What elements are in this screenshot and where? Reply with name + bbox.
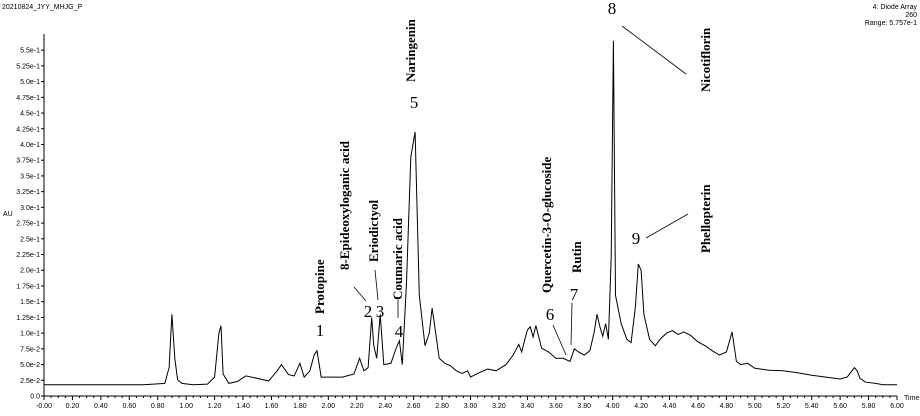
peak-annotations: 1 Protopine 2 8-Epideoxyloganic acid 3 E… xyxy=(312,0,713,356)
y-tick-label: 1.5e-1 xyxy=(20,299,40,306)
peak-label-phellopterin: Phellopterin xyxy=(698,184,713,253)
y-tick-label: 3.25e-1 xyxy=(16,189,40,196)
y-tick-label: 3.0e-1 xyxy=(20,205,40,212)
peak-number-4: 4 xyxy=(395,322,404,341)
x-tick-label: -0.00 xyxy=(36,403,52,410)
y-tick-label: 1.0e-1 xyxy=(20,331,40,338)
x-ticks: -0.00 0.20 0.40 0.60 0.80 1.00 1.20 1.40 1.60 1.8… xyxy=(36,396,904,410)
y-tick-label: 2.5e-2 xyxy=(20,378,40,385)
chromatogram-trace xyxy=(44,40,897,386)
peak-leader-8 xyxy=(621,25,687,75)
y-tick-label: 5.25e-1 xyxy=(16,63,40,70)
y-tick-label: 4.25e-1 xyxy=(16,126,40,133)
x-tick-label: 2.40 xyxy=(378,403,392,410)
peak-number-3: 3 xyxy=(376,302,385,321)
x-axis-label: Time xyxy=(904,395,919,402)
peak-label-naringenin: Naringenin xyxy=(403,18,418,82)
y-tick-label: 0.0 xyxy=(30,394,40,401)
peak-label-quercetin-3-o-glucoside: Quercetin-3-O-glucoside xyxy=(539,157,554,293)
y-tick-label: 2.25e-1 xyxy=(16,252,40,259)
y-tick-label: 3.75e-1 xyxy=(16,158,40,165)
peak-label-rutin: Rutin xyxy=(569,240,584,273)
x-tick-label: 4.80 xyxy=(720,403,734,410)
x-tick-label: 5.20 xyxy=(776,403,790,410)
x-tick-label: 1.20 xyxy=(208,403,222,410)
peak-number-2: 2 xyxy=(364,302,373,321)
y-tick-label: 5.5e-1 xyxy=(20,48,40,55)
sample-id: 20210824_JYY_MHJG_P xyxy=(2,4,82,11)
y-ticks: 0.0 2.5e-2 5.0e-2 7.5e-2 1.0e-1 1.25e-1 1.5e-1… xyxy=(16,48,44,401)
x-tick-label: 3.40 xyxy=(521,403,535,410)
range-label: Range: 5.757e-1 xyxy=(865,20,917,27)
peak-label-8-epideoxyloganic-acid: 8-Epideoxyloganic acid xyxy=(337,140,352,270)
x-tick-label: 2.80 xyxy=(435,403,449,410)
peak-number-9: 9 xyxy=(632,229,641,248)
peak-number-5: 5 xyxy=(410,93,419,112)
x-tick-label: 2.00 xyxy=(322,403,336,410)
wavelength-label: 260 xyxy=(905,12,917,19)
y-tick-label: 4.0e-1 xyxy=(20,142,40,149)
peak-leader-9 xyxy=(645,213,689,239)
x-tick-label: 2.20 xyxy=(350,403,364,410)
peak-leader-2 xyxy=(353,286,367,302)
x-tick-label: 3.20 xyxy=(492,403,506,410)
x-tick-label: 5.00 xyxy=(748,403,762,410)
peak-label-coumaric-acid: Coumaric acid xyxy=(390,217,405,300)
peak-number-7: 7 xyxy=(570,285,579,304)
peak-number-6: 6 xyxy=(546,305,555,324)
x-tick-label: 2.60 xyxy=(407,403,421,410)
y-tick-label: 5.0e-2 xyxy=(20,362,40,369)
y-tick-label: 7.5e-2 xyxy=(20,346,40,353)
x-tick-label: 0.40 xyxy=(94,403,108,410)
y-tick-label: 4.5e-1 xyxy=(20,111,40,118)
peak-label-protopine: Protopine xyxy=(312,259,327,314)
x-tick-label: 4.00 xyxy=(606,403,620,410)
x-tick-label: 5.40 xyxy=(805,403,819,410)
y-tick-label: 5.0e-1 xyxy=(20,79,40,86)
x-tick-label: 1.80 xyxy=(293,403,307,410)
x-tick-label: 0.20 xyxy=(66,403,80,410)
y-tick-label: 2.75e-1 xyxy=(16,221,40,228)
detector-label: 4: Diode Array xyxy=(873,4,918,11)
y-tick-label: 1.25e-1 xyxy=(16,315,40,322)
peak-number-8: 8 xyxy=(608,0,617,18)
x-tick-label: 4.40 xyxy=(663,403,677,410)
x-tick-label: 0.80 xyxy=(151,403,165,410)
y-tick-label: 2.0e-1 xyxy=(20,268,40,275)
peak-leader-7 xyxy=(570,302,573,346)
x-tick-label: 1.00 xyxy=(179,403,193,410)
x-tick-label: 0.60 xyxy=(122,403,136,410)
x-tick-label: 4.60 xyxy=(691,403,705,410)
x-tick-label: 3.80 xyxy=(577,403,591,410)
x-tick-label: 3.00 xyxy=(464,403,478,410)
x-tick-label: 6.00 xyxy=(890,403,904,410)
x-tick-label: 1.60 xyxy=(265,403,279,410)
x-tick-label: 1.40 xyxy=(236,403,250,410)
x-tick-label: 4.20 xyxy=(634,403,648,410)
peak-number-1: 1 xyxy=(316,321,325,340)
x-tick-label: 3.60 xyxy=(549,403,563,410)
x-tick-label: 5.60 xyxy=(833,403,847,410)
y-tick-label: 3.5e-1 xyxy=(20,173,40,180)
peak-leader-3 xyxy=(374,269,379,301)
y-axis-label: AU xyxy=(3,211,13,218)
y-tick-label: 4.75e-1 xyxy=(16,95,40,102)
peak-leader-6 xyxy=(552,324,567,356)
y-tick-label: 1.75e-1 xyxy=(16,283,40,290)
peak-label-eriodictyol: Eriodictyol xyxy=(366,200,381,262)
peak-label-nicotiflorin: Nicotiflorin xyxy=(698,27,713,92)
y-tick-label: 2.5e-1 xyxy=(20,236,40,243)
x-tick-label: 5.80 xyxy=(862,403,876,410)
